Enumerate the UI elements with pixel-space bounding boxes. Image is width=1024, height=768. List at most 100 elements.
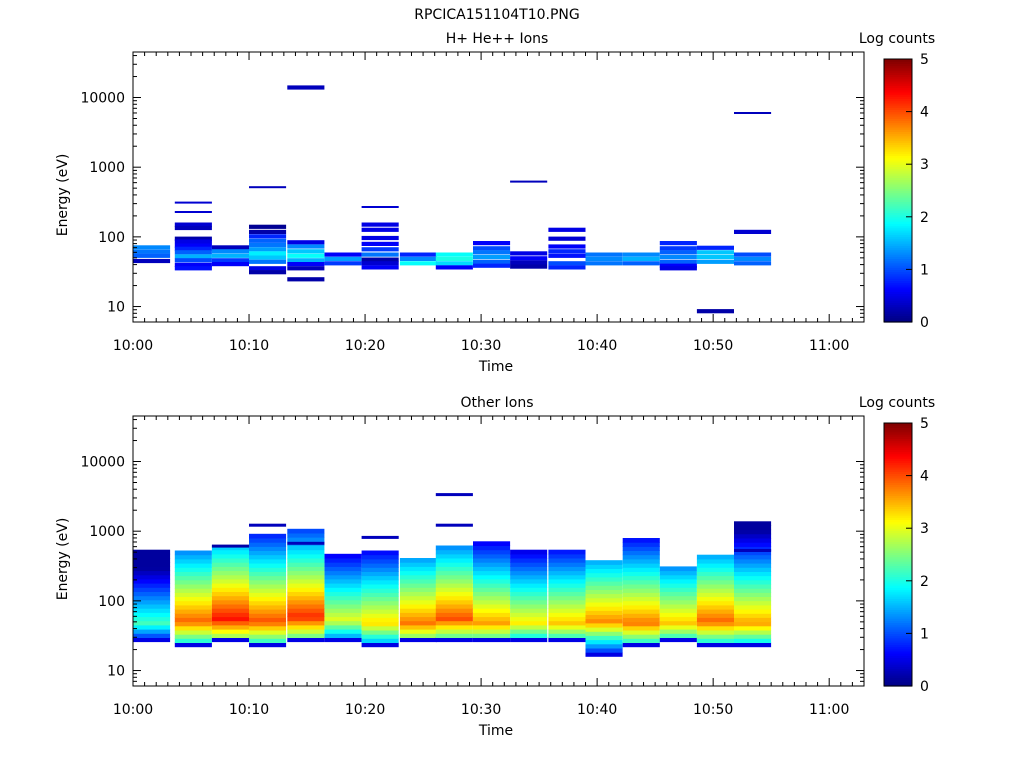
spectrogram-cell <box>361 642 399 648</box>
colorbar-tick-label: 1 <box>920 262 929 278</box>
colorbar-swatch <box>884 512 912 516</box>
colorbar-swatch <box>884 151 912 154</box>
spectrogram-cell <box>473 545 511 551</box>
spectrogram-cell <box>622 642 660 648</box>
spectrogram-cell <box>287 583 325 588</box>
spectrogram-cell <box>696 638 734 643</box>
colorbar-swatch <box>884 311 912 314</box>
spectrogram-cell <box>734 634 772 639</box>
colorbar-swatch <box>884 464 912 468</box>
colorbar-swatch <box>884 668 912 672</box>
spectrogram-cell <box>548 244 586 249</box>
spectrogram-cell <box>548 227 586 232</box>
colorbar-swatch <box>884 523 912 527</box>
spectrogram-cell <box>399 637 437 643</box>
colorbar-swatch <box>884 284 912 288</box>
spectrogram-cell <box>734 638 772 643</box>
spectrogram-cell <box>510 260 548 265</box>
colorbar-swatch <box>884 517 912 521</box>
spectrogram-cell <box>399 604 437 609</box>
colorbar-tick-label: 3 <box>920 521 929 537</box>
spectrogram-cell <box>622 252 660 257</box>
colorbar-swatch <box>884 251 912 255</box>
spectrogram-cell <box>548 587 586 592</box>
colorbar-swatch <box>884 59 912 62</box>
colorbar-swatch <box>884 611 912 615</box>
colorbar-swatch <box>884 153 912 157</box>
colorbar-swatch <box>884 234 912 238</box>
colorbar-swatch <box>884 74 912 78</box>
spectrogram-cell <box>174 617 212 623</box>
colorbar-swatch <box>884 466 912 470</box>
colorbar-swatch <box>884 648 912 652</box>
spectrogram-cell <box>622 596 660 602</box>
spectrogram-cell <box>548 591 586 597</box>
colorbar-swatch <box>884 177 912 181</box>
x-tick-label: 10:10 <box>229 338 269 354</box>
spectrogram-cell <box>287 616 325 622</box>
spectrogram-cell <box>174 609 212 614</box>
colorbar-swatch <box>884 315 912 319</box>
spectrogram-cell <box>734 256 772 261</box>
spectrogram-cell <box>659 599 697 605</box>
colorbar-swatch <box>884 672 912 676</box>
colorbar-swatch <box>884 124 912 128</box>
colorbar-swatch <box>884 87 912 91</box>
colorbar-swatch <box>884 532 912 536</box>
spectrogram-cell <box>585 597 623 603</box>
colorbar-swatch <box>884 164 912 167</box>
colorbar-swatch <box>884 133 912 137</box>
spectrogram-cell <box>510 583 548 588</box>
spectrogram-cell <box>399 566 437 572</box>
y-axis-label: Energy (eV) <box>55 518 71 601</box>
colorbar-swatch <box>884 162 912 165</box>
colorbar-swatch <box>884 501 912 505</box>
spectrogram-cell <box>696 588 734 593</box>
spectrogram-cell <box>696 309 734 314</box>
spectrogram-cell <box>211 249 249 254</box>
spectrogram-cell <box>622 634 660 639</box>
spectrogram-cell <box>696 642 734 648</box>
spectrogram-cell <box>324 629 362 634</box>
spectrogram-cell <box>659 574 697 580</box>
colorbar-swatch <box>884 208 912 211</box>
spectrogram-cell <box>399 583 437 588</box>
colorbar-swatch <box>884 100 912 104</box>
x-tick-label: 10:30 <box>461 338 501 354</box>
spectrogram-cell <box>622 571 660 577</box>
colorbar-swatch <box>884 85 912 89</box>
spectrogram-cells <box>133 493 772 657</box>
x-tick-label: 10:40 <box>577 702 617 718</box>
x-tick-label: 10:50 <box>693 702 733 718</box>
colorbar-swatch <box>884 552 912 556</box>
spectrogram-cell <box>696 613 734 618</box>
spectrogram-cell <box>133 583 171 588</box>
spectrogram-cell <box>622 563 660 568</box>
spectrogram-cell <box>622 579 660 585</box>
spectrogram-cell <box>510 620 548 626</box>
spectrogram-cell <box>361 596 399 602</box>
spectrogram-cell <box>211 616 249 622</box>
x-tick-label: 10:00 <box>113 702 153 718</box>
spectrogram-cell <box>435 637 473 643</box>
colorbar-swatch <box>884 477 912 481</box>
spectrogram-cell <box>249 600 287 606</box>
colorbar-swatch <box>884 265 912 268</box>
spectrogram-cell <box>287 637 325 643</box>
spectrogram-cell <box>473 549 511 555</box>
colorbar-swatch <box>884 620 912 624</box>
spectrogram-cell <box>473 558 511 563</box>
spectrogram-cell <box>585 639 623 645</box>
colorbar-swatch <box>884 109 912 113</box>
spectrogram-cell <box>473 595 511 601</box>
panel-h-he-ions: H+ He++ Ions 10:00 10:10 10:20 10:30 10:40 10… <box>55 31 935 375</box>
spectrogram-cell <box>696 567 734 572</box>
colorbar-swatch <box>884 240 912 244</box>
spectrogram-cell <box>324 574 362 580</box>
spectrogram-cell <box>734 538 772 543</box>
colorbar-swatch <box>884 319 912 323</box>
spectrogram-cell <box>361 252 399 257</box>
spectrogram-cell <box>249 642 287 648</box>
spectrogram-cell <box>585 564 623 569</box>
colorbar-swatch <box>884 216 912 220</box>
